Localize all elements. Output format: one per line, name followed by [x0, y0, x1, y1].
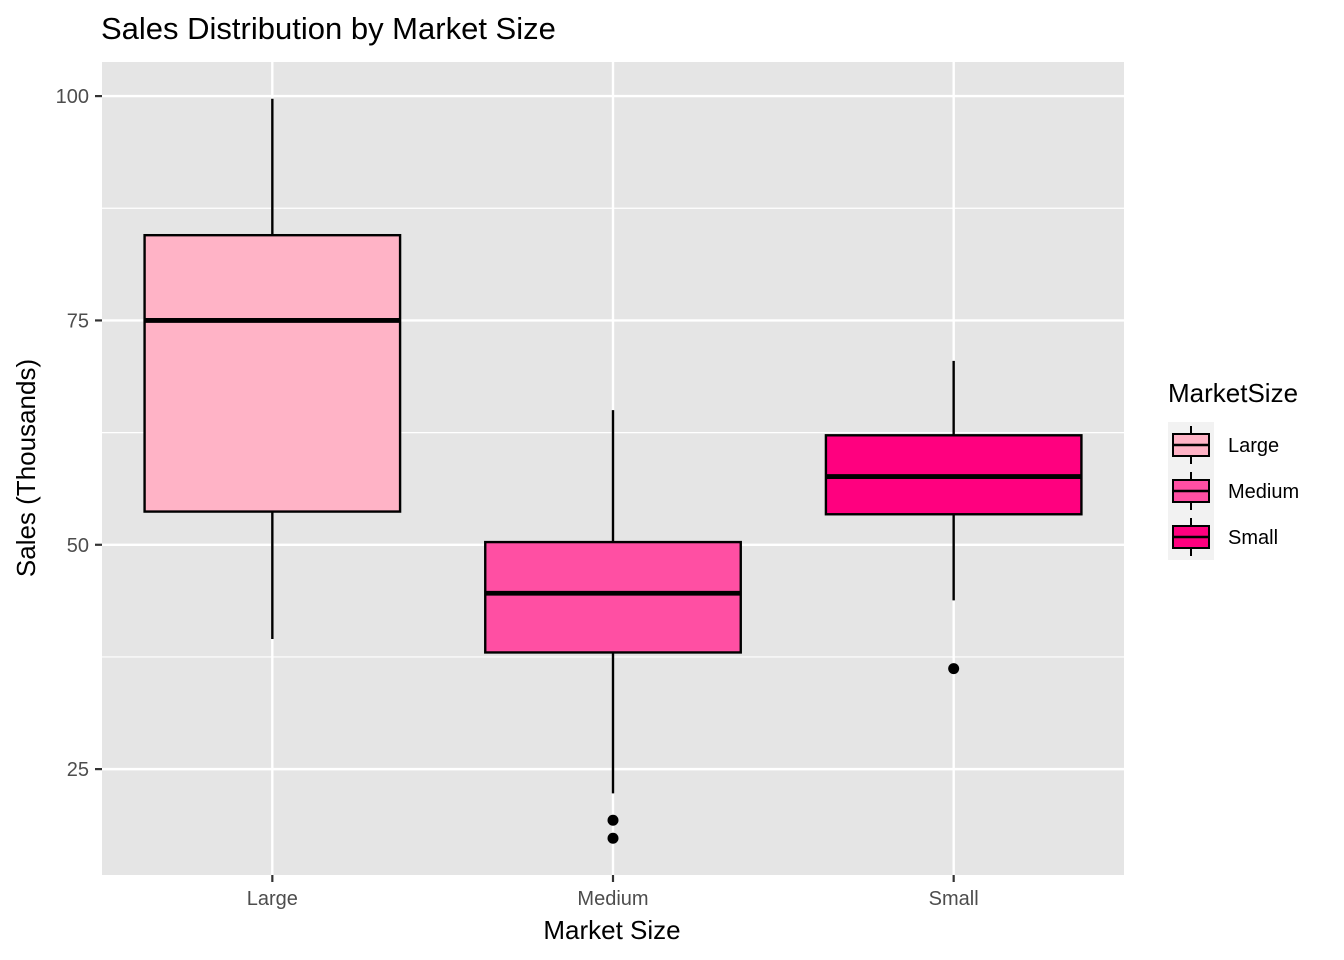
box-small — [824, 360, 1083, 675]
legend-label: Large — [1228, 435, 1279, 457]
legend-label: Medium — [1228, 481, 1299, 503]
x-axis: Large Medium Small — [247, 875, 979, 910]
box-large — [143, 98, 402, 639]
outlier-point — [607, 814, 619, 826]
legend: MarketSize Large Medium Small — [1168, 378, 1299, 560]
legend-item-large: Large — [1168, 422, 1279, 468]
y-tick-label: 25 — [67, 759, 89, 781]
iqr-box — [143, 233, 402, 513]
x-tick-label: Large — [247, 888, 298, 910]
y-tick-label: 75 — [67, 310, 89, 332]
box-medium — [484, 410, 742, 844]
x-tick-label: Medium — [577, 888, 648, 910]
boxes-layer — [143, 98, 1083, 844]
x-axis-title: Market Size — [543, 915, 680, 945]
legend-item-small: Small — [1168, 514, 1278, 560]
outlier-point — [948, 663, 960, 675]
iqr-box — [484, 540, 742, 654]
legend-item-medium: Medium — [1168, 468, 1299, 514]
outlier-point — [607, 832, 619, 844]
y-axis-title: Sales (Thousands) — [11, 359, 41, 577]
legend-keys: Large Medium Small — [1168, 422, 1299, 560]
y-tick-label: 50 — [67, 535, 89, 557]
y-axis: 25 50 75 100 — [56, 86, 102, 781]
legend-label: Small — [1228, 527, 1278, 549]
x-tick-label: Small — [929, 888, 979, 910]
chart-title: Sales Distribution by Market Size — [101, 11, 556, 46]
legend-title: MarketSize — [1168, 378, 1298, 408]
y-tick-label: 100 — [56, 86, 89, 108]
